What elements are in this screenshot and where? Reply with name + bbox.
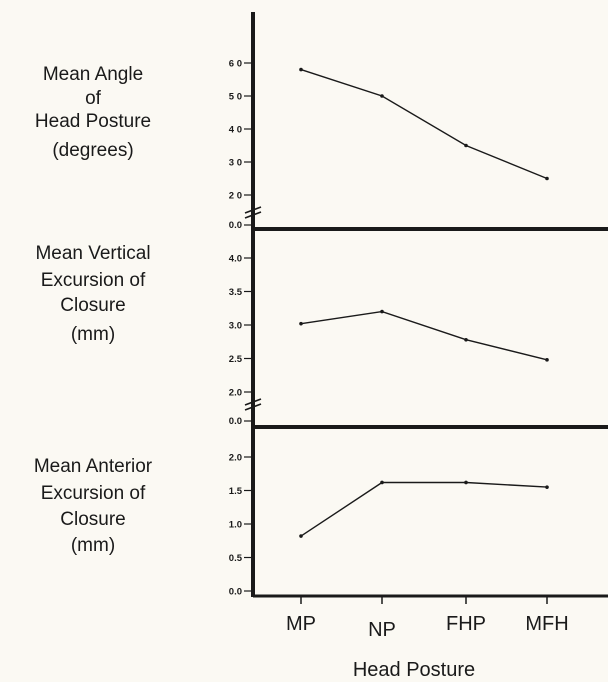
y-tick-label: 2.0 <box>229 388 242 399</box>
y-tick-label: 4 0 <box>229 125 242 136</box>
panel-ylabel-line: Excursion of <box>41 483 146 504</box>
y-tick-label: 1.5 <box>229 486 243 497</box>
y-tick-label: 2.5 <box>229 354 243 365</box>
data-point <box>299 67 303 72</box>
series-line <box>300 310 548 361</box>
axis-break-mark <box>244 211 262 219</box>
axis-break-mark <box>244 206 262 214</box>
y-tick-label: 6 0 <box>229 59 242 70</box>
axis-break-mark <box>244 398 262 406</box>
x-axis-title: Head Posture <box>353 659 475 681</box>
data-point <box>464 337 468 342</box>
series-line <box>300 481 548 537</box>
panel-ylabel-line: Closure <box>60 295 125 316</box>
y-tick-label: 3.5 <box>229 287 243 298</box>
panel-ylabel-line: Head Posture <box>35 111 151 132</box>
panel-ylabel-line: (mm) <box>71 324 115 345</box>
y-tick-label: 1.0 <box>229 520 242 531</box>
panel-ylabel-line: Mean Angle <box>43 64 143 85</box>
panel-ylabel-line: Excursion of <box>41 270 146 291</box>
axis-break-mark <box>244 403 262 411</box>
panel-ylabel-line: of <box>85 88 102 109</box>
data-point <box>545 176 549 181</box>
panel-ylabel-line: (mm) <box>71 535 115 556</box>
x-tick-label: FHP <box>446 613 486 635</box>
x-tick-label: NP <box>368 619 396 641</box>
panel-ylabel-line: Closure <box>60 509 125 530</box>
y-tick-label: 3.0 <box>229 321 242 332</box>
data-point <box>545 485 549 489</box>
y-tick-label: 4.0 <box>229 254 242 265</box>
data-point <box>464 143 468 148</box>
y-tick-label: 2.0 <box>229 453 242 464</box>
data-point <box>380 480 384 485</box>
panel-ylabel-line: Mean Vertical <box>35 243 150 264</box>
y-tick-label: 2 0 <box>229 191 242 202</box>
data-point <box>380 309 384 314</box>
y-break-label: 0.0 <box>229 416 242 427</box>
y-tick-label: 3 0 <box>229 158 242 169</box>
y-tick-label: 0.0 <box>229 587 242 598</box>
y-tick-label: 0.5 <box>229 553 243 564</box>
data-point <box>545 358 549 362</box>
y-tick-label: 5 0 <box>229 92 242 103</box>
panel-ylabel-line: (degrees) <box>52 140 133 161</box>
x-tick-label: MP <box>286 613 316 635</box>
y-break-label: 0.0 <box>229 220 242 231</box>
x-tick-label: MFH <box>525 613 568 635</box>
data-point <box>299 534 303 538</box>
data-point <box>299 321 303 326</box>
data-point <box>380 94 384 98</box>
panel-ylabel-line: Mean Anterior <box>34 456 153 477</box>
data-point <box>464 480 468 485</box>
series-line <box>300 68 548 180</box>
